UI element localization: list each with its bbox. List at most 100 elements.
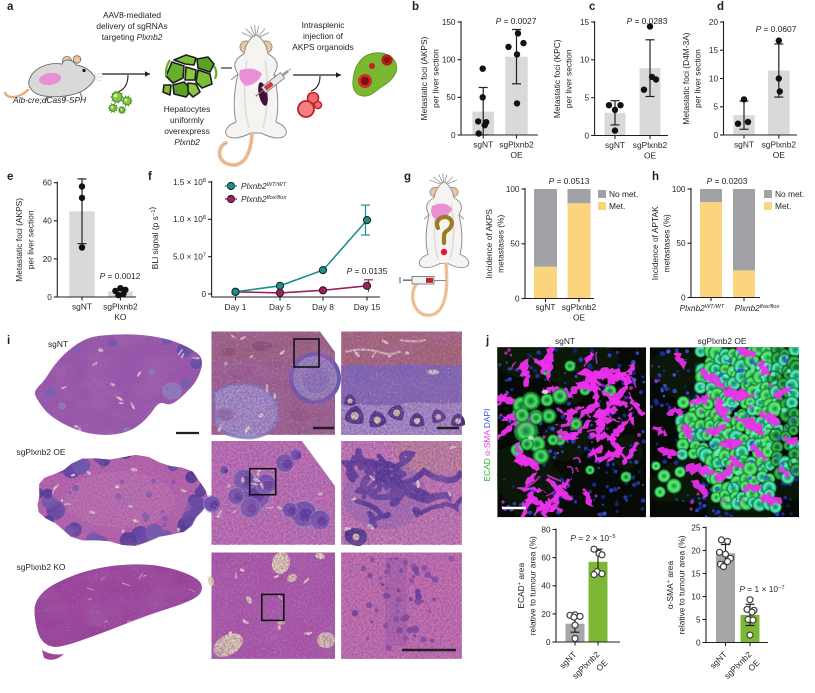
svg-text:sgPlxnb2: sgPlxnb2	[103, 302, 138, 312]
svg-text:e: e	[7, 171, 13, 183]
svg-text:α-SMA+ area: α-SMA+ area	[665, 561, 675, 610]
svg-text:40: 40	[541, 582, 551, 591]
svg-text:5.0 × 107: 5.0 × 107	[173, 253, 206, 262]
svg-text:10: 10	[580, 56, 590, 65]
svg-text:P = 0.0283: P = 0.0283	[627, 16, 668, 26]
svg-text:OE: OE	[773, 150, 786, 160]
svg-text:20: 20	[691, 546, 701, 555]
svg-text:0: 0	[681, 293, 686, 302]
svg-text:overexpress: overexpress	[164, 126, 210, 136]
svg-text:60: 60	[541, 554, 551, 563]
svg-text:80: 80	[541, 525, 551, 534]
svg-text:0: 0	[696, 638, 701, 647]
svg-text:Metastatic foci (AKPS): Metastatic foci (AKPS)	[419, 36, 429, 120]
svg-text:AKPS organoids: AKPS organoids	[292, 42, 353, 52]
svg-text:targeting Plxnb2: targeting Plxnb2	[102, 32, 163, 42]
svg-text:per liver section: per liver section	[431, 49, 441, 108]
svg-text:150: 150	[442, 18, 456, 27]
svg-text:Metastatic foci (AKPS): Metastatic foci (AKPS)	[14, 198, 24, 282]
svg-text:sgNT: sgNT	[48, 339, 68, 349]
svg-text:Day 1: Day 1	[225, 302, 247, 312]
svg-text:0: 0	[201, 290, 206, 299]
svg-text:5: 5	[713, 103, 718, 112]
svg-text:1.5 × 108: 1.5 × 108	[173, 178, 206, 187]
svg-text:Intrasplenic: Intrasplenic	[302, 20, 345, 30]
svg-text:Metastatic foci (KPC): Metastatic foci (KPC)	[552, 39, 562, 118]
svg-text:Hepatocytes: Hepatocytes	[164, 104, 211, 114]
svg-text:0: 0	[585, 131, 590, 140]
svg-text:Plxnb2flox/flox: Plxnb2flox/flox	[241, 194, 287, 204]
svg-text:Plxnb2WT/WT: Plxnb2WT/WT	[241, 181, 287, 191]
svg-text:sgNT: sgNT	[473, 140, 493, 150]
svg-text:100: 100	[442, 56, 456, 65]
svg-text:OE: OE	[510, 150, 523, 160]
svg-text:sgPlxnb2 OE: sgPlxnb2 OE	[17, 447, 66, 457]
svg-text:50: 50	[446, 93, 456, 102]
svg-text:OE: OE	[644, 150, 657, 160]
svg-text:Plxnb2flox/flox: Plxnb2flox/flox	[735, 304, 781, 313]
svg-text:0: 0	[713, 131, 718, 140]
svg-text:Incidence of APTAK: Incidence of APTAK	[650, 206, 660, 280]
svg-text:c: c	[589, 1, 596, 13]
svg-text:25: 25	[691, 523, 701, 532]
svg-text:50: 50	[676, 239, 686, 248]
svg-text:sgPlxnb2: sgPlxnb2	[499, 140, 534, 150]
svg-text:relative to tumour area (%): relative to tumour area (%)	[528, 536, 538, 635]
svg-text:P = 0.0135: P = 0.0135	[347, 266, 388, 276]
svg-text:ECAD α-SMA DAPI: ECAD α-SMA DAPI	[482, 409, 492, 482]
svg-text:a: a	[7, 1, 14, 13]
svg-text:P = 0.0012: P = 0.0012	[100, 271, 141, 281]
svg-text:20: 20	[541, 610, 551, 619]
svg-text:P = 0.0607: P = 0.0607	[756, 24, 797, 34]
svg-text:No met.: No met.	[775, 189, 804, 199]
svg-text:injection of: injection of	[303, 31, 344, 41]
svg-text:Plxnb2WT/WT: Plxnb2WT/WT	[680, 304, 725, 313]
svg-text:AAV8-mediated: AAV8-mediated	[103, 10, 161, 20]
svg-text:100: 100	[506, 185, 520, 194]
svg-text:sgPlxnb2: sgPlxnb2	[633, 140, 668, 150]
svg-text:sgNT: sgNT	[605, 140, 625, 150]
svg-text:P = 0.0027: P = 0.0027	[496, 16, 537, 26]
svg-text:per liver section: per liver section	[564, 49, 574, 108]
svg-text:sgPlxnb2 OE: sgPlxnb2 OE	[698, 336, 747, 346]
svg-text:delivery of sgRNAs: delivery of sgRNAs	[96, 21, 167, 31]
svg-text:g: g	[404, 171, 411, 183]
svg-text:sgNT: sgNT	[535, 302, 555, 312]
svg-text:40: 40	[43, 217, 53, 226]
svg-text:Metastatic foci (D4M-3A): Metastatic foci (D4M-3A)	[681, 32, 691, 124]
svg-text:0: 0	[546, 638, 551, 647]
svg-text:ECAD+ area: ECAD+ area	[516, 563, 526, 609]
svg-text:h: h	[652, 171, 659, 183]
svg-text:P = 1 × 10−7: P = 1 × 10−7	[739, 584, 784, 594]
svg-text:BLI signal (p s−1): BLI signal (p s−1)	[147, 207, 160, 270]
svg-text:0: 0	[515, 294, 520, 303]
svg-text:b: b	[412, 1, 419, 13]
svg-text:sgNT: sgNT	[734, 140, 754, 150]
svg-text:OE: OE	[573, 312, 586, 322]
svg-text:sgPlxnb2: sgPlxnb2	[762, 140, 797, 150]
svg-text:relative to tumour area (%): relative to tumour area (%)	[677, 535, 687, 634]
svg-text:f: f	[148, 171, 152, 183]
svg-text:P = 0.0513: P = 0.0513	[549, 176, 590, 186]
svg-text:1.0 × 108: 1.0 × 108	[173, 215, 206, 224]
svg-text:20: 20	[709, 18, 719, 27]
svg-text:P = 0.0203: P = 0.0203	[707, 176, 748, 186]
svg-text:per liver section: per liver section	[693, 49, 703, 108]
svg-text:Day 15: Day 15	[354, 302, 381, 312]
svg-text:sgPlxnb2 KO: sgPlxnb2 KO	[17, 562, 66, 572]
svg-text:0: 0	[451, 131, 456, 140]
svg-text:per liver section: per liver section	[25, 210, 35, 269]
svg-text:Day 5: Day 5	[269, 302, 291, 312]
svg-text:d: d	[717, 1, 724, 13]
svg-text:sgNT: sgNT	[555, 336, 575, 346]
svg-text:50: 50	[510, 240, 520, 249]
svg-text:No met.: No met.	[609, 189, 638, 199]
svg-text:Incidence of AKPS: Incidence of AKPS	[484, 209, 494, 279]
svg-text:Alb-cre;dCas9-SPH: Alb-cre;dCas9-SPH	[12, 95, 87, 105]
svg-text:KO: KO	[114, 312, 127, 322]
svg-text:sgNT: sgNT	[72, 302, 92, 312]
svg-text:0: 0	[47, 293, 52, 302]
svg-text:5: 5	[696, 615, 701, 624]
svg-text:sgPlxnb2: sgPlxnb2	[562, 302, 597, 312]
svg-text:100: 100	[672, 185, 686, 194]
